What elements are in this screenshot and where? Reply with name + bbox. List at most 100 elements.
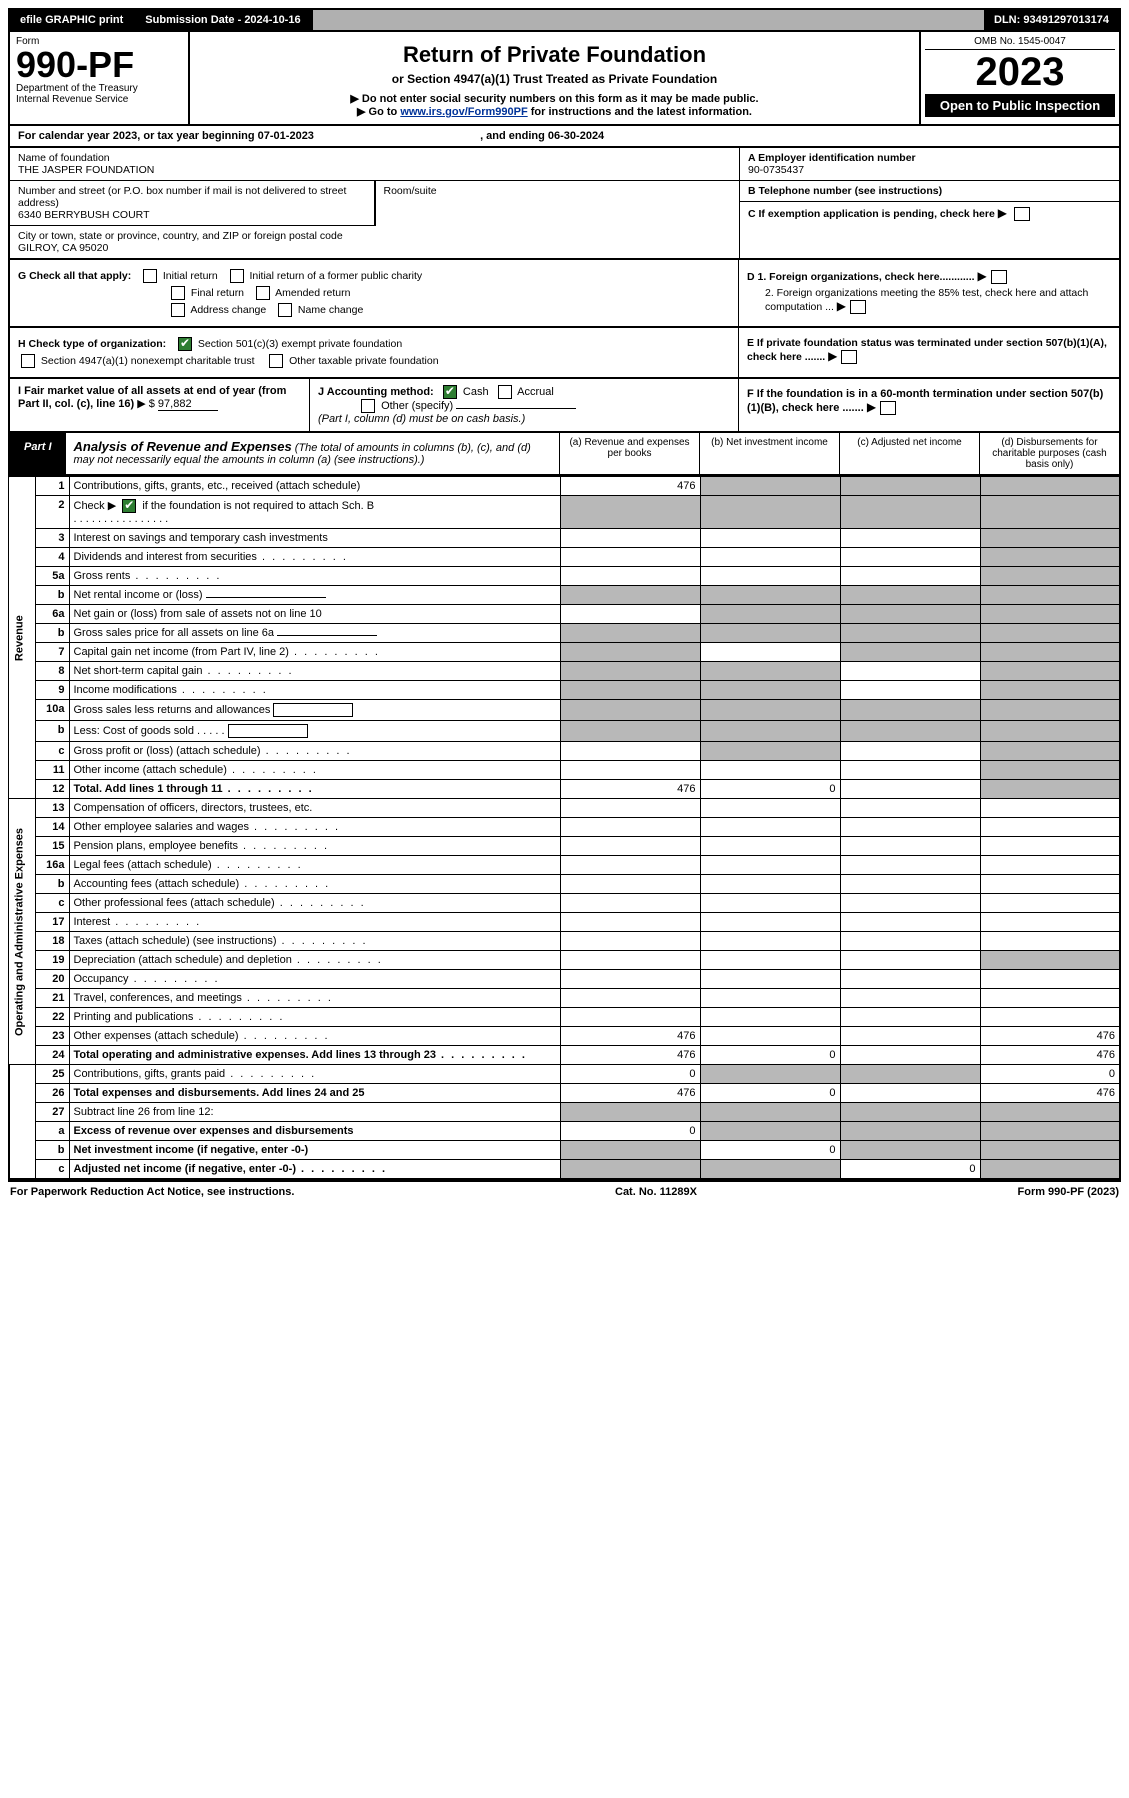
g-initial-return-checkbox[interactable] <box>143 269 157 283</box>
table-row: 11Other income (attach schedule) <box>9 761 1120 780</box>
ein-label: A Employer identification number <box>748 152 916 164</box>
dln-label: DLN: 93491297013174 <box>984 10 1119 30</box>
h-label: H Check type of organization: <box>18 338 166 350</box>
table-row: bNet investment income (if negative, ent… <box>9 1141 1120 1160</box>
city-label: City or town, state or province, country… <box>18 230 343 242</box>
d1-checkbox[interactable] <box>991 270 1007 284</box>
c-label: C If exemption application is pending, c… <box>748 208 995 220</box>
j-cash-checkbox[interactable] <box>443 385 457 399</box>
topbar-spacer <box>313 10 984 30</box>
form-title: Return of Private Foundation <box>196 42 913 68</box>
j-other-checkbox[interactable] <box>361 399 375 413</box>
c-checkbox[interactable] <box>1014 207 1030 221</box>
table-row: 12Total. Add lines 1 through 114760 <box>9 780 1120 799</box>
street-value: 6340 BERRYBUSH COURT <box>18 209 150 221</box>
expenses-sidebar: Operating and Administrative Expenses <box>9 799 35 1065</box>
table-row: cOther professional fees (attach schedul… <box>9 894 1120 913</box>
tax-year-start: 07-01-2023 <box>258 130 314 142</box>
table-row: 27Subtract line 26 from line 12: <box>9 1103 1120 1122</box>
g-initial-public-checkbox[interactable] <box>230 269 244 283</box>
dept-line2: Internal Revenue Service <box>16 94 128 105</box>
tax-year: 2023 <box>925 50 1115 94</box>
h-other-taxable-label: Other taxable private foundation <box>289 355 438 367</box>
table-row: 24Total operating and administrative exp… <box>9 1046 1120 1065</box>
j-accrual-checkbox[interactable] <box>498 385 512 399</box>
table-row: bNet rental income or (loss) <box>9 586 1120 605</box>
form-subtitle: or Section 4947(a)(1) Trust Treated as P… <box>196 72 913 86</box>
g-address-change-checkbox[interactable] <box>171 303 185 317</box>
table-row: bGross sales price for all assets on lin… <box>9 624 1120 643</box>
table-row: 22Printing and publications <box>9 1008 1120 1027</box>
table-row: cAdjusted net income (if negative, enter… <box>9 1160 1120 1180</box>
e-label: E If private foundation status was termi… <box>747 337 1107 363</box>
i-value: 97,882 <box>158 398 218 411</box>
table-row: 18Taxes (attach schedule) (see instructi… <box>9 932 1120 951</box>
form-code: 990-PF <box>16 44 134 85</box>
g-name-change-label: Name change <box>298 304 363 316</box>
part-i-title: Analysis of Revenue and Expenses <box>74 439 292 454</box>
section-h-e: H Check type of organization: Section 50… <box>8 328 1121 379</box>
table-row: bAccounting fees (attach schedule) <box>9 875 1120 894</box>
form-header: Form 990-PF Department of the Treasury I… <box>8 32 1121 126</box>
table-row: 4Dividends and interest from securities <box>9 548 1120 567</box>
table-row: 26Total expenses and disbursements. Add … <box>9 1084 1120 1103</box>
f-label: F If the foundation is in a 60-month ter… <box>747 388 1103 414</box>
i-prefix: ▶ $ <box>137 398 155 410</box>
table-row: 9Income modifications <box>9 681 1120 700</box>
table-row: 21Travel, conferences, and meetings <box>9 989 1120 1008</box>
footer-right: Form 990-PF (2023) <box>1018 1186 1119 1198</box>
e-checkbox[interactable] <box>841 350 857 364</box>
g-final-return-checkbox[interactable] <box>171 286 185 300</box>
d1-label: D 1. Foreign organizations, check here..… <box>747 271 975 283</box>
table-row: 14Other employee salaries and wages <box>9 818 1120 837</box>
part-i-table: Revenue 1Contributions, gifts, grants, e… <box>8 476 1121 1180</box>
g-initial-public-label: Initial return of a former public charit… <box>249 270 422 282</box>
sch-b-checkbox[interactable] <box>122 499 136 513</box>
g-address-change-label: Address change <box>190 304 266 316</box>
col-c-header: (c) Adjusted net income <box>839 433 979 474</box>
g-name-change-checkbox[interactable] <box>278 303 292 317</box>
tax-year-end: 06-30-2024 <box>548 130 604 142</box>
table-row: 3Interest on savings and temporary cash … <box>9 529 1120 548</box>
efile-graphic-button[interactable]: efile GRAPHIC print <box>10 10 135 30</box>
h-other-taxable-checkbox[interactable] <box>269 354 283 368</box>
form-id-block: Form 990-PF Department of the Treasury I… <box>10 32 190 124</box>
g-amended-checkbox[interactable] <box>256 286 270 300</box>
open-to-public: Open to Public Inspection <box>925 94 1115 117</box>
section-g-d: G Check all that apply: Initial return I… <box>8 260 1121 328</box>
h-4947-label: Section 4947(a)(1) nonexempt charitable … <box>41 355 255 367</box>
g-amended-label: Amended return <box>275 287 350 299</box>
table-row: Revenue 1Contributions, gifts, grants, e… <box>9 477 1120 496</box>
table-row: cGross profit or (loss) (attach schedule… <box>9 742 1120 761</box>
f-checkbox[interactable] <box>880 401 896 415</box>
footer-mid: Cat. No. 11289X <box>615 1186 697 1198</box>
j-label: J Accounting method: <box>318 386 434 398</box>
street-label: Number and street (or P.O. box number if… <box>18 185 346 209</box>
table-row: 23Other expenses (attach schedule)476476 <box>9 1027 1120 1046</box>
d2-checkbox[interactable] <box>850 300 866 314</box>
h-4947-checkbox[interactable] <box>21 354 35 368</box>
foundation-name: THE JASPER FOUNDATION <box>18 164 154 176</box>
section-i-j-f: I Fair market value of all assets at end… <box>8 379 1121 433</box>
omb-number: OMB No. 1545-0047 <box>925 36 1115 50</box>
d2-label: 2. Foreign organizations meeting the 85%… <box>765 287 1088 313</box>
city-value: GILROY, CA 95020 <box>18 242 108 254</box>
table-row: bLess: Cost of goods sold . . . . . <box>9 721 1120 742</box>
col-a-header: (a) Revenue and expenses per books <box>559 433 699 474</box>
part-i-header: Part I Analysis of Revenue and Expenses … <box>8 433 1121 476</box>
table-row: 7Capital gain net income (from Part IV, … <box>9 643 1120 662</box>
header-note-1: ▶ Do not enter social security numbers o… <box>196 92 913 105</box>
j-cash-label: Cash <box>463 386 489 398</box>
table-row: 6aNet gain or (loss) from sale of assets… <box>9 605 1120 624</box>
column-headers: (a) Revenue and expenses per books (b) N… <box>559 433 1119 474</box>
year-block: OMB No. 1545-0047 2023 Open to Public In… <box>919 32 1119 124</box>
entity-block: Name of foundation THE JASPER FOUNDATION… <box>8 148 1121 260</box>
table-row: 2 Check ▶ if the foundation is not requi… <box>9 496 1120 529</box>
instructions-link[interactable]: www.irs.gov/Form990PF <box>400 106 527 118</box>
table-row: 8Net short-term capital gain <box>9 662 1120 681</box>
table-row: 15Pension plans, employee benefits <box>9 837 1120 856</box>
h-501c3-checkbox[interactable] <box>178 337 192 351</box>
table-row: Operating and Administrative Expenses 13… <box>9 799 1120 818</box>
table-row: 17Interest <box>9 913 1120 932</box>
calendar-year-row: For calendar year 2023, or tax year begi… <box>8 126 1121 148</box>
